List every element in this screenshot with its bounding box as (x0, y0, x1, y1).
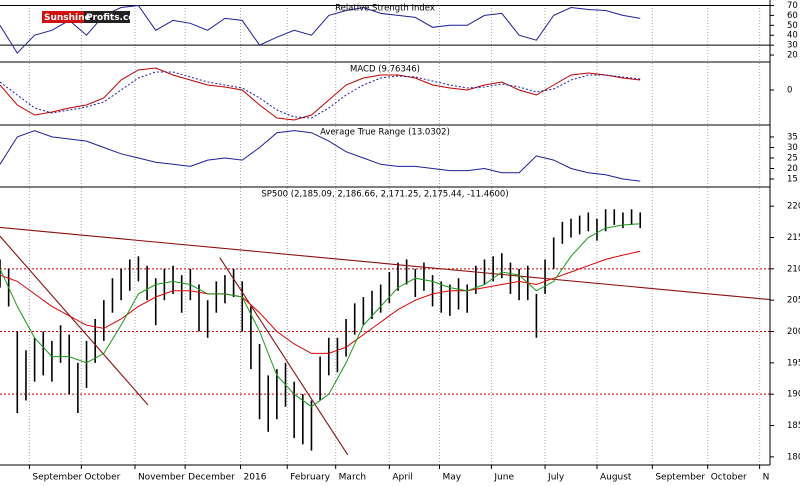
y-tick-label: 15 (787, 175, 798, 185)
series-line (0, 71, 641, 119)
x-tick-label: August (600, 473, 632, 483)
y-tick-label: 70 (787, 1, 798, 11)
x-tick-label: April (392, 473, 413, 483)
y-tick-label: 35 (787, 132, 798, 142)
y-tick-label: 40 (787, 31, 798, 41)
logo: Sunshine Profits.com (42, 11, 144, 23)
y-tick-label: 50 (787, 21, 798, 31)
x-tick-label: October (711, 473, 747, 483)
logo-text: Profits.com (86, 13, 144, 23)
x-tick-label: September (32, 473, 82, 483)
y-tick-label: 30 (787, 143, 798, 153)
x-tick-label: November (138, 473, 185, 483)
panel-title: Relative Strength Index (335, 4, 435, 14)
y-tick-label: 25 (787, 153, 798, 163)
y-tick-label: 1800 (787, 452, 800, 462)
logo-box (84, 11, 130, 23)
trend-line (0, 235, 149, 406)
panel-title: MACD (9.76346) (350, 65, 420, 75)
x-tick-label: July (547, 473, 565, 483)
series-line (0, 130, 641, 182)
x-tick-label: May (443, 473, 462, 483)
plot-area: stSeptemberOctoberNovemberDecember2016Fe… (0, 4, 770, 483)
x-tick-label: December (188, 473, 235, 483)
x-tick-label: September (655, 473, 705, 483)
y-tick-label: 2050 (787, 296, 800, 306)
x-tick-label: October (84, 473, 120, 483)
x-tick-label: February (290, 473, 331, 483)
y-tick-label: 20 (787, 51, 798, 61)
trend-line (0, 226, 770, 301)
trend-line (219, 257, 349, 456)
y-tick-label: 1900 (787, 390, 800, 400)
series-line (0, 250, 641, 354)
y-tick-label: 2100 (787, 264, 800, 274)
y-tick-label: 2200 (787, 202, 800, 212)
y-tick-label: 30 (787, 41, 798, 51)
x-tick-label: March (339, 473, 366, 483)
series-line (0, 223, 641, 408)
y-tick-label: 1950 (787, 358, 800, 368)
y-tick-label: 60 (787, 11, 798, 21)
y-tick-label: 0 (787, 86, 792, 96)
x-tick-label: N (763, 473, 770, 483)
panel-title: Average True Range (13.0302) (320, 128, 450, 138)
y-tick-label: 2150 (787, 233, 800, 243)
y-tick-label: 20 (787, 164, 798, 174)
x-tick-label: 2016 (244, 473, 267, 483)
x-tick-label: June (493, 473, 514, 483)
panel-title: SP500 (2,185.09, 2,186.66, 2,171.25, 2,1… (261, 190, 508, 200)
series-line (0, 67, 641, 121)
logo-box (42, 11, 84, 23)
logo-text: Sunshine (44, 13, 91, 23)
y-tick-label: 2000 (787, 327, 800, 337)
y-tick-label: 1850 (787, 421, 800, 431)
